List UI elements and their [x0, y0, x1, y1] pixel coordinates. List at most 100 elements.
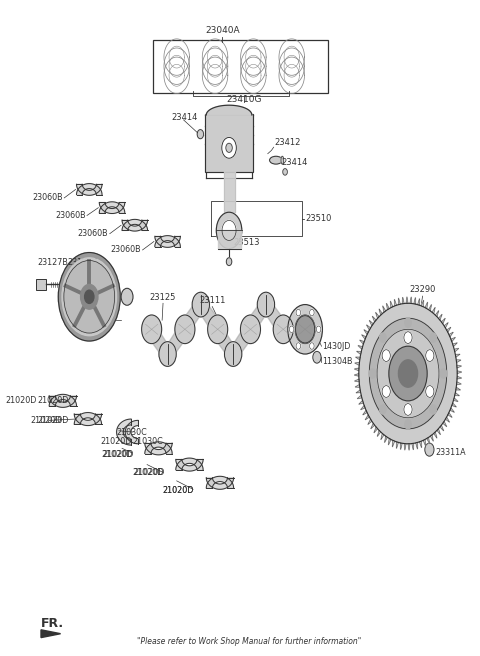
Polygon shape — [427, 438, 430, 444]
Circle shape — [283, 169, 288, 175]
Polygon shape — [366, 325, 371, 330]
Polygon shape — [360, 405, 365, 410]
Polygon shape — [438, 314, 442, 320]
Circle shape — [192, 292, 209, 317]
Polygon shape — [355, 379, 359, 382]
Polygon shape — [49, 396, 76, 407]
Polygon shape — [74, 414, 102, 426]
Polygon shape — [155, 236, 180, 247]
Polygon shape — [49, 394, 76, 406]
Circle shape — [382, 386, 390, 398]
Circle shape — [380, 333, 386, 342]
Polygon shape — [410, 297, 412, 304]
Polygon shape — [420, 441, 421, 448]
Polygon shape — [206, 478, 234, 489]
Circle shape — [405, 420, 411, 429]
Text: 23060B: 23060B — [55, 211, 85, 220]
Text: 23060B: 23060B — [110, 245, 141, 255]
Polygon shape — [233, 318, 250, 364]
Polygon shape — [444, 323, 448, 328]
Circle shape — [208, 315, 228, 344]
Polygon shape — [357, 395, 362, 399]
Text: 23510: 23510 — [305, 215, 332, 223]
Polygon shape — [457, 371, 462, 373]
Circle shape — [310, 342, 314, 349]
Polygon shape — [412, 443, 414, 450]
Text: 21020D: 21020D — [30, 416, 61, 425]
FancyBboxPatch shape — [153, 40, 328, 92]
Polygon shape — [432, 307, 435, 314]
Polygon shape — [384, 436, 387, 443]
Text: 23414: 23414 — [171, 113, 198, 123]
Polygon shape — [74, 413, 102, 424]
Text: FR.: FR. — [41, 617, 64, 630]
Polygon shape — [457, 365, 461, 368]
Circle shape — [382, 350, 390, 361]
Polygon shape — [207, 55, 223, 77]
FancyBboxPatch shape — [205, 113, 253, 172]
Circle shape — [313, 352, 321, 363]
Polygon shape — [396, 442, 398, 449]
Polygon shape — [374, 427, 378, 433]
Circle shape — [405, 318, 411, 327]
Polygon shape — [363, 410, 367, 415]
Circle shape — [273, 315, 293, 344]
Polygon shape — [449, 332, 453, 337]
Polygon shape — [117, 419, 131, 445]
Circle shape — [226, 143, 232, 152]
Polygon shape — [371, 423, 374, 429]
Polygon shape — [446, 327, 451, 332]
Circle shape — [310, 310, 314, 316]
Polygon shape — [354, 373, 359, 377]
Text: 23311A: 23311A — [435, 449, 466, 457]
Polygon shape — [395, 299, 396, 306]
Polygon shape — [356, 390, 360, 393]
Circle shape — [404, 332, 412, 344]
Text: 21030C: 21030C — [132, 438, 163, 446]
Circle shape — [441, 369, 447, 378]
Polygon shape — [246, 46, 261, 68]
Circle shape — [377, 329, 439, 418]
Circle shape — [84, 290, 94, 304]
Circle shape — [257, 292, 275, 317]
Polygon shape — [377, 430, 381, 436]
Polygon shape — [454, 348, 459, 352]
Polygon shape — [372, 316, 376, 322]
Polygon shape — [386, 303, 389, 310]
Polygon shape — [220, 162, 238, 169]
Polygon shape — [155, 236, 180, 247]
Polygon shape — [448, 413, 452, 417]
Circle shape — [142, 315, 162, 344]
Circle shape — [58, 253, 120, 341]
Circle shape — [240, 315, 261, 344]
Polygon shape — [145, 442, 172, 453]
Text: 21020D: 21020D — [102, 450, 133, 459]
Circle shape — [159, 342, 176, 367]
Polygon shape — [369, 320, 373, 326]
Polygon shape — [398, 298, 400, 304]
Polygon shape — [383, 306, 386, 312]
Polygon shape — [434, 432, 437, 438]
Polygon shape — [122, 219, 147, 230]
Circle shape — [288, 304, 323, 354]
Ellipse shape — [270, 156, 282, 164]
Polygon shape — [423, 440, 426, 446]
Polygon shape — [355, 384, 360, 387]
Circle shape — [296, 310, 300, 316]
Circle shape — [389, 346, 427, 401]
Polygon shape — [201, 295, 217, 340]
Text: 21020D: 21020D — [6, 396, 37, 405]
Polygon shape — [207, 64, 223, 86]
Text: "Please refer to Work Shop Manual for further information": "Please refer to Work Shop Manual for fu… — [137, 637, 361, 646]
Text: 23120: 23120 — [84, 316, 111, 325]
Polygon shape — [145, 443, 172, 455]
Polygon shape — [416, 442, 418, 449]
Polygon shape — [404, 443, 406, 450]
Circle shape — [316, 326, 321, 333]
Circle shape — [312, 337, 319, 346]
Polygon shape — [435, 310, 439, 317]
Circle shape — [81, 285, 98, 309]
Polygon shape — [390, 301, 393, 308]
Circle shape — [216, 213, 242, 249]
Polygon shape — [450, 408, 455, 413]
